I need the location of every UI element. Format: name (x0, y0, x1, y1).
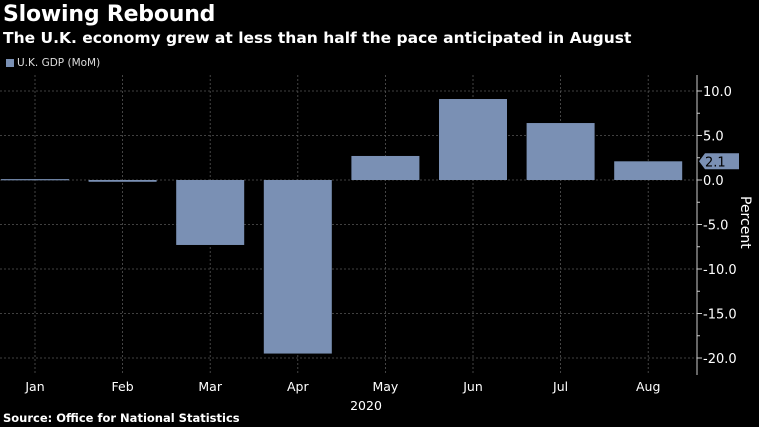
chart-title: Slowing Rebound (3, 2, 216, 27)
bar-feb (88, 180, 157, 182)
bar-jul (526, 123, 595, 180)
bar-jun (439, 99, 507, 180)
bar-may (351, 155, 420, 180)
x-tick-label: May (372, 379, 398, 394)
y-tick-label: -5.0 (703, 219, 728, 234)
last-value-label: 2.1 (705, 155, 726, 170)
y-tick-label: -10.0 (703, 263, 737, 278)
x-tick-label: Mar (198, 379, 222, 394)
y-axis-label: Percent (737, 196, 753, 249)
bar-apr (263, 180, 332, 354)
x-axis-label: 2020 (350, 398, 382, 413)
legend: U.K. GDP (MoM) (6, 57, 100, 69)
last-value-marker (699, 153, 739, 170)
x-tick-label: Jul (552, 379, 568, 394)
x-tick-label: Jun (462, 379, 483, 394)
x-tick-label: Aug (636, 379, 660, 394)
bar-mar (176, 180, 245, 245)
legend-label: U.K. GDP (MoM) (17, 57, 101, 69)
y-tick-label: 0.0 (703, 174, 724, 189)
chart-subtitle: The U.K. economy grew at less than half … (3, 29, 632, 47)
y-tick-label: 10.0 (703, 85, 732, 100)
legend-swatch (6, 59, 14, 67)
x-tick-label: Apr (287, 379, 309, 394)
x-tick-label: Feb (112, 379, 134, 394)
y-tick-label: -20.0 (703, 352, 737, 367)
y-tick-label: -15.0 (703, 308, 737, 323)
bar-jan (1, 179, 69, 181)
source-note: Source: Office for National Statistics (3, 411, 240, 425)
y-tick-label: 5.0 (703, 130, 724, 145)
bar-aug (614, 161, 683, 180)
x-tick-label: Jan (24, 379, 44, 394)
